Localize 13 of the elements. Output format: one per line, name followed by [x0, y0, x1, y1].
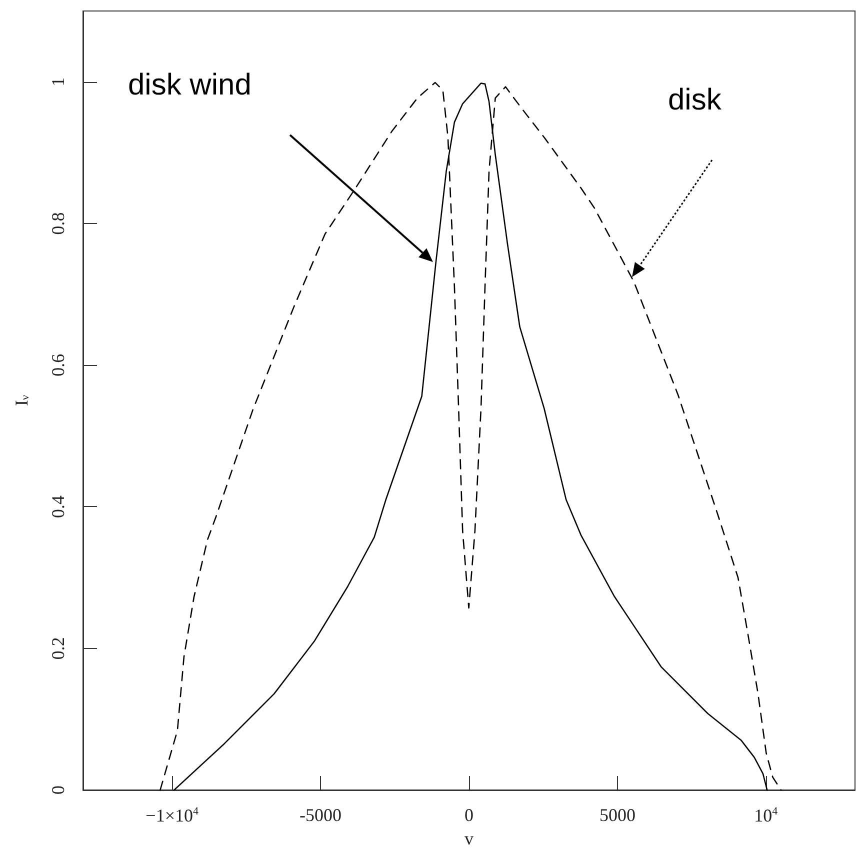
y-tick-label: 0.4 — [48, 495, 68, 518]
y-axis-title: Iν — [12, 394, 32, 406]
annotation: disk — [668, 84, 722, 116]
x-axis-title: v — [464, 828, 474, 848]
x-tick-label: 0 — [464, 805, 474, 825]
y-tick-label: 0.8 — [48, 212, 68, 235]
y-tick-label: 1 — [48, 77, 68, 86]
x-tick-label: 5000 — [599, 805, 636, 825]
annotation: disk wind — [128, 68, 252, 102]
x-tick-label: -5000 — [300, 805, 342, 825]
y-tick-label: 0 — [48, 786, 68, 794]
y-tick-label: 0.6 — [48, 354, 68, 376]
y-tick-label: 0.2 — [48, 637, 68, 660]
